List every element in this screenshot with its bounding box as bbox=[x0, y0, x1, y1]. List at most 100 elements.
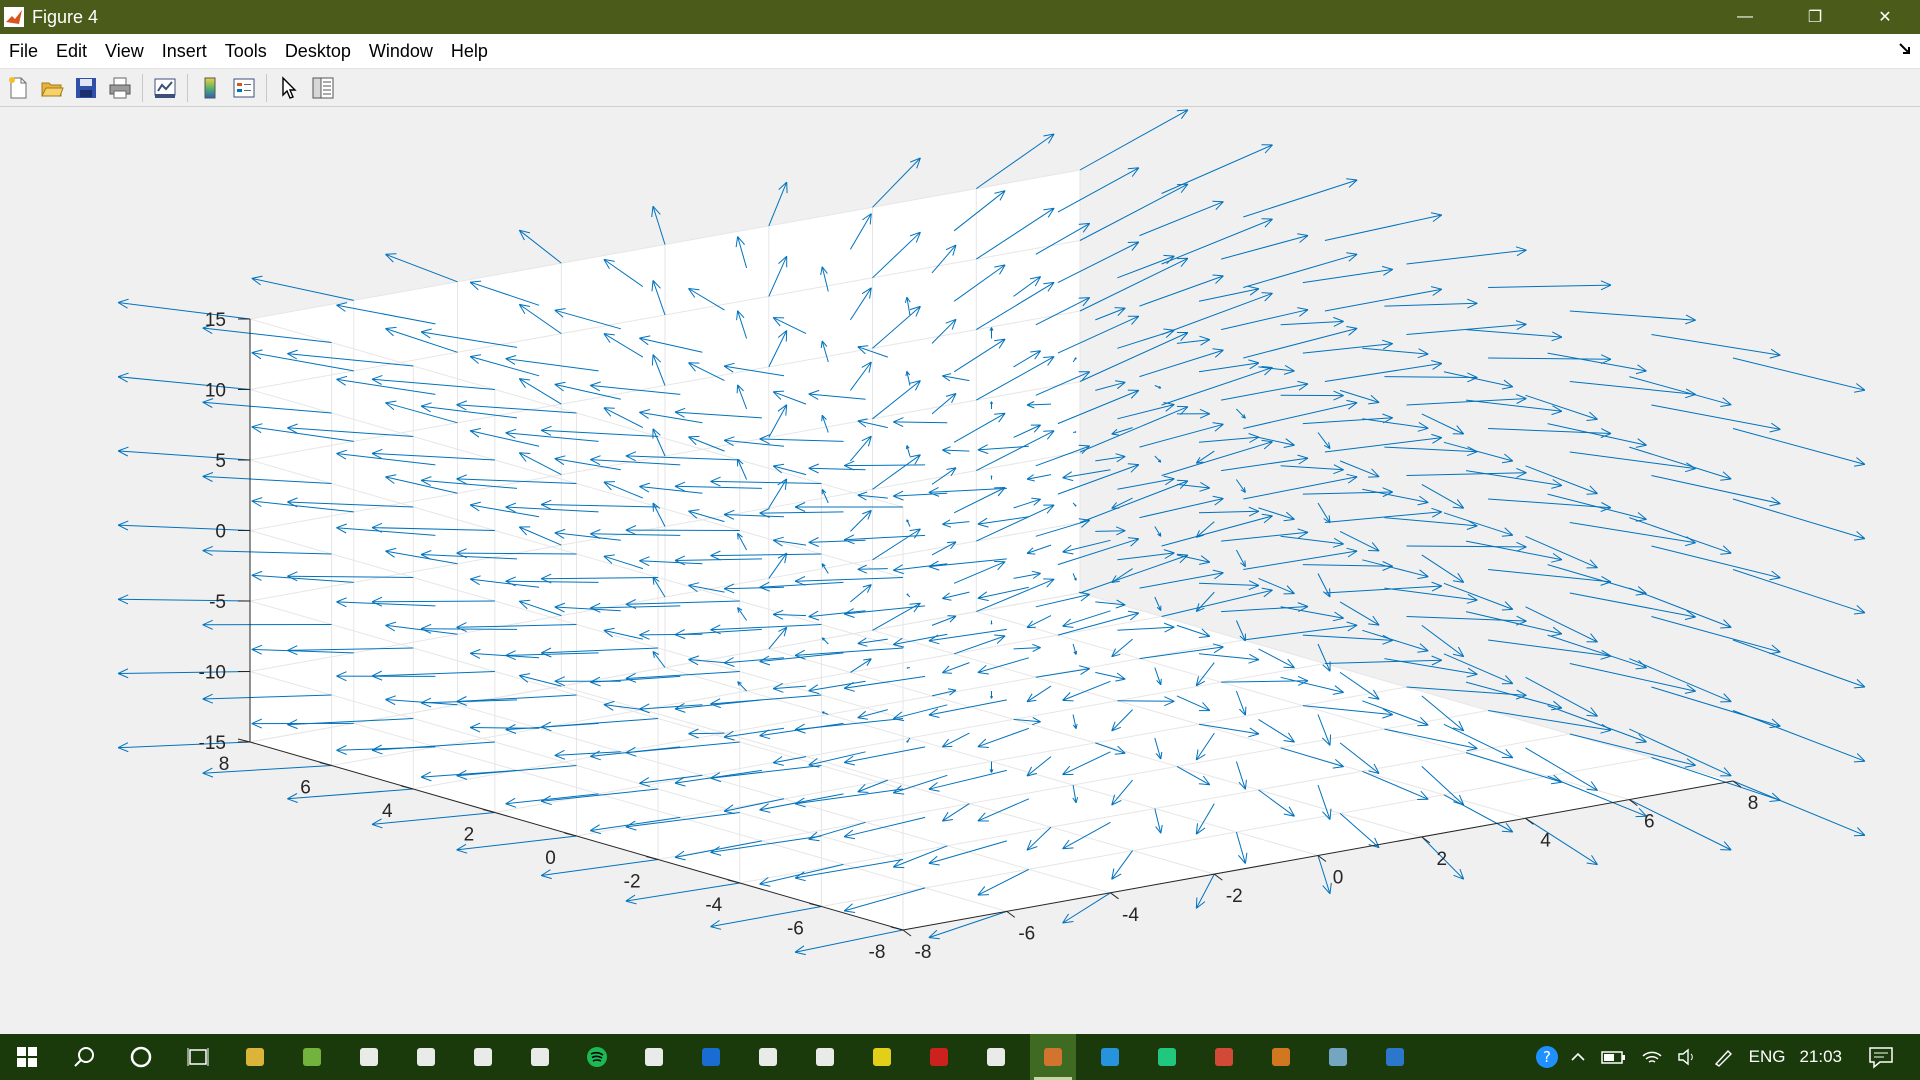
wifi-icon[interactable] bbox=[1641, 1048, 1663, 1066]
arrowhead bbox=[1214, 349, 1224, 358]
taskbar-button[interactable] bbox=[1258, 1034, 1304, 1080]
quiver-arrow bbox=[287, 647, 414, 651]
arrowhead bbox=[385, 253, 394, 263]
arrowhead bbox=[808, 758, 818, 766]
taskbar-button[interactable] bbox=[517, 1034, 563, 1080]
arrowhead bbox=[1720, 478, 1732, 481]
arrowhead bbox=[759, 803, 769, 811]
settings-icon bbox=[360, 1048, 378, 1066]
menu-insert[interactable]: Insert bbox=[161, 41, 207, 61]
menu-file[interactable]: File bbox=[9, 41, 39, 61]
quiver-arrow bbox=[1324, 659, 1442, 664]
taskbar-button[interactable] bbox=[403, 1034, 449, 1080]
minimize-button[interactable]: — bbox=[1737, 8, 1753, 25]
colorbar-button[interactable] bbox=[196, 74, 224, 102]
legend-button[interactable] bbox=[230, 74, 258, 102]
quiver-arrow bbox=[1220, 309, 1309, 331]
taskbar-button[interactable] bbox=[1144, 1034, 1190, 1080]
property-inspector-button[interactable] bbox=[309, 74, 337, 102]
taskbar-button[interactable] bbox=[859, 1034, 905, 1080]
arrowhead bbox=[1551, 633, 1562, 637]
taskbar-button[interactable] bbox=[232, 1034, 278, 1080]
taskbar-button[interactable] bbox=[688, 1034, 734, 1080]
figure-toolbar bbox=[0, 69, 1920, 107]
volume-icon[interactable] bbox=[1677, 1048, 1699, 1066]
taskbar-button[interactable] bbox=[1201, 1034, 1247, 1080]
arrowhead bbox=[1586, 418, 1598, 421]
figure-canvas[interactable]: -8 -6 -4 -2 0 2 4 6 8 -8 -6 -4 -2 0 2 4 6 8 -15 -10 -5 0 5 10 15 bbox=[0, 108, 1920, 1034]
quiver-arrow bbox=[421, 554, 518, 560]
arrowhead bbox=[590, 529, 601, 535]
notifications-icon[interactable] bbox=[1868, 1045, 1894, 1069]
taskbar-button[interactable] bbox=[745, 1034, 791, 1080]
close-button[interactable]: ✕ bbox=[1878, 9, 1892, 26]
battery-icon[interactable] bbox=[1600, 1048, 1627, 1066]
arrowhead bbox=[1198, 561, 1210, 565]
quiver-arrow bbox=[942, 449, 970, 452]
print-button[interactable] bbox=[106, 74, 134, 102]
taskbar-button[interactable] bbox=[118, 1034, 164, 1080]
arrowhead bbox=[906, 667, 909, 669]
arrowhead bbox=[773, 688, 784, 693]
menu-edit[interactable]: Edit bbox=[56, 41, 88, 61]
save-button[interactable] bbox=[72, 74, 100, 102]
x-tick-label: 4 bbox=[1540, 830, 1551, 851]
quiver-arrow bbox=[1362, 488, 1429, 503]
quiver-arrow bbox=[808, 467, 866, 471]
quiver-arrow bbox=[710, 553, 822, 557]
chevron-up-icon[interactable] bbox=[1569, 1048, 1587, 1066]
menu-view[interactable]: View bbox=[105, 41, 144, 61]
taskbar-button[interactable] bbox=[460, 1034, 506, 1080]
menu-help[interactable]: Help bbox=[450, 41, 488, 61]
arrowhead bbox=[1200, 481, 1211, 489]
link-plot-button[interactable] bbox=[151, 74, 179, 102]
arrowhead bbox=[857, 637, 867, 644]
quiver-arrow bbox=[456, 835, 577, 851]
arrowhead bbox=[1131, 241, 1140, 251]
arrowhead bbox=[1720, 404, 1732, 407]
input-language[interactable]: ENG bbox=[1748, 1047, 1786, 1066]
arrowhead bbox=[942, 738, 949, 748]
taskbar-button[interactable] bbox=[4, 1034, 50, 1080]
arrowhead bbox=[1117, 307, 1126, 317]
taskbar-button[interactable] bbox=[1087, 1034, 1133, 1080]
quiver-arrow bbox=[590, 605, 681, 609]
arrowhead bbox=[1198, 783, 1210, 786]
arrowhead bbox=[541, 499, 552, 505]
taskbar-button[interactable] bbox=[289, 1034, 335, 1080]
menu-window[interactable]: Window bbox=[368, 41, 433, 61]
quiver-arrow bbox=[768, 330, 788, 368]
edit-plot-button[interactable] bbox=[275, 74, 303, 102]
taskbar-button[interactable] bbox=[61, 1034, 107, 1080]
new-figure-button[interactable] bbox=[4, 74, 32, 102]
arrowhead bbox=[1769, 577, 1781, 581]
quiver-arrow bbox=[1111, 427, 1133, 435]
menu-desktop[interactable]: Desktop bbox=[284, 41, 351, 61]
taskbar-button[interactable] bbox=[1372, 1034, 1418, 1080]
taskbar-button[interactable] bbox=[631, 1034, 677, 1080]
taskbar-button[interactable] bbox=[1315, 1034, 1361, 1080]
help-icon[interactable]: ? bbox=[1535, 1045, 1559, 1069]
taskbar-button[interactable] bbox=[175, 1034, 221, 1080]
quiver-arrow bbox=[1465, 611, 1563, 635]
arrowhead bbox=[1264, 292, 1273, 302]
arrowhead bbox=[1297, 380, 1309, 385]
taskbar-button[interactable] bbox=[973, 1034, 1019, 1080]
arrowhead bbox=[1322, 885, 1331, 895]
pen-icon[interactable] bbox=[1713, 1047, 1735, 1067]
open-file-button[interactable] bbox=[38, 74, 66, 102]
taskbar-button[interactable] bbox=[574, 1034, 620, 1080]
quiver-arrow bbox=[1302, 564, 1393, 567]
taskbar-clock[interactable]: 21:03 bbox=[1799, 1047, 1842, 1066]
arrowhead bbox=[1127, 167, 1139, 170]
taskbar-button[interactable] bbox=[1030, 1034, 1076, 1080]
quiver-arrow bbox=[1443, 794, 1514, 833]
taskbar-button[interactable] bbox=[916, 1034, 962, 1080]
taskbar-button[interactable] bbox=[802, 1034, 848, 1080]
taskbar-button[interactable] bbox=[346, 1034, 392, 1080]
restore-button[interactable]: ❐ bbox=[1807, 9, 1823, 26]
menu-tools[interactable]: Tools bbox=[224, 41, 267, 61]
quiver-arrow bbox=[1062, 892, 1111, 924]
dock-arrow-icon[interactable] bbox=[1898, 42, 1912, 56]
